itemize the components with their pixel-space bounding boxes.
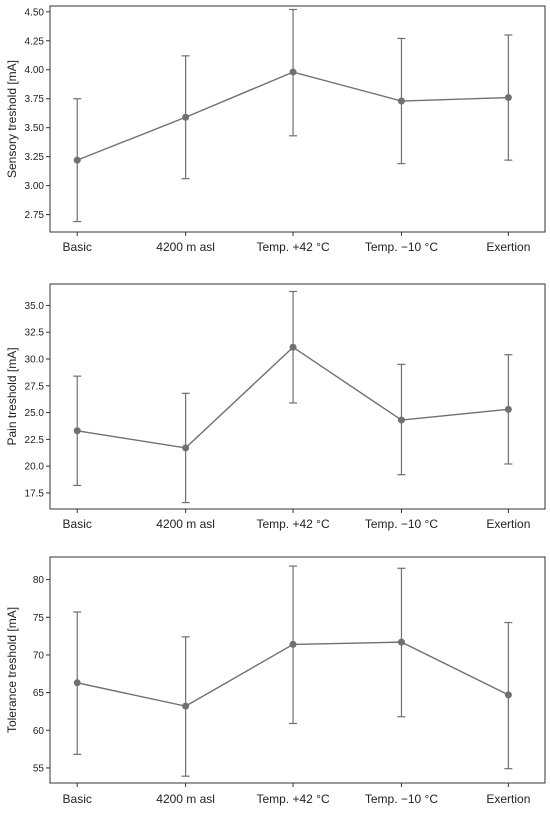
x-tick-label: Exertion [486, 517, 530, 531]
y-axis-label: Tolerance treshold [mA] [5, 607, 19, 733]
x-tick-label: 4200 m asl [156, 240, 215, 254]
x-tick-label: Exertion [486, 240, 530, 254]
x-tick-label: Basic [63, 792, 92, 806]
data-point [289, 343, 297, 351]
y-axis-label: Pain treshold [mA] [5, 347, 19, 445]
data-point [504, 405, 512, 413]
x-tick-label: Temp. −10 °C [365, 240, 439, 254]
y-tick-label: 35.0 [25, 301, 45, 312]
x-tick-label: 4200 m asl [156, 517, 215, 531]
x-tick-label: 4200 m asl [156, 792, 215, 806]
y-tick-label: 22.5 [25, 435, 45, 446]
y-tick-label: 4.25 [25, 36, 45, 47]
y-tick-label: 3.25 [25, 152, 45, 163]
data-point [73, 427, 81, 435]
plot-frame [49, 556, 546, 784]
y-tick-label: 4.00 [25, 65, 45, 76]
x-tick-label: Exertion [486, 792, 530, 806]
y-tick-label: 60 [33, 726, 45, 737]
x-tick-label: Basic [63, 240, 92, 254]
data-point [73, 156, 81, 164]
data-point [289, 640, 297, 648]
y-tick-label: 27.5 [25, 381, 45, 392]
plot-frame [49, 283, 546, 510]
data-point [397, 638, 405, 646]
y-axis-label: Sensory treshold [mA] [5, 60, 19, 178]
data-point [504, 691, 512, 699]
y-tick-label: 2.75 [25, 210, 45, 221]
y-tick-label: 80 [33, 575, 45, 586]
sensory-threshold-chart: 2.75 3.00 3.25 3.50 3.75 4.00 4.25 4.50 Basic 420… [5, 5, 546, 254]
y-tick-label: 30.0 [25, 355, 45, 366]
y-tick-label: 32.5 [25, 328, 45, 339]
data-point [73, 679, 81, 687]
data-point [289, 68, 297, 76]
y-tick-label: 3.00 [25, 181, 45, 192]
y-tick-label: 3.50 [25, 123, 45, 134]
x-tick-label: Basic [63, 517, 92, 531]
pain-threshold-chart: 17.5 20.0 22.5 25.0 27.5 30.0 32.5 35.0 Basic 420… [5, 283, 546, 531]
data-point [182, 113, 190, 121]
y-tick-label: 3.75 [25, 94, 45, 105]
y-tick-label: 70 [33, 650, 45, 661]
tolerance-threshold-chart: 55 60 65 70 75 80 Basic 4200 m asl Temp. +42 °C T… [5, 556, 546, 806]
data-point [182, 444, 190, 452]
data-point [397, 97, 405, 105]
x-tick-label: Temp. +42 °C [256, 792, 330, 806]
y-tick-label: 25.0 [25, 408, 45, 419]
y-tick-label: 65 [33, 688, 45, 699]
y-tick-label: 75 [33, 613, 45, 624]
data-point [504, 94, 512, 102]
x-tick-label: Temp. +42 °C [256, 240, 330, 254]
x-tick-label: Temp. −10 °C [365, 792, 439, 806]
x-tick-label: Temp. −10 °C [365, 517, 439, 531]
y-tick-label: 17.5 [25, 488, 45, 499]
data-point [182, 702, 190, 710]
y-tick-label: 4.50 [25, 7, 45, 18]
plot-frame [49, 5, 546, 233]
y-tick-label: 55 [33, 763, 45, 774]
x-tick-label: Temp. +42 °C [256, 517, 330, 531]
y-tick-label: 20.0 [25, 462, 45, 473]
data-point [397, 416, 405, 424]
